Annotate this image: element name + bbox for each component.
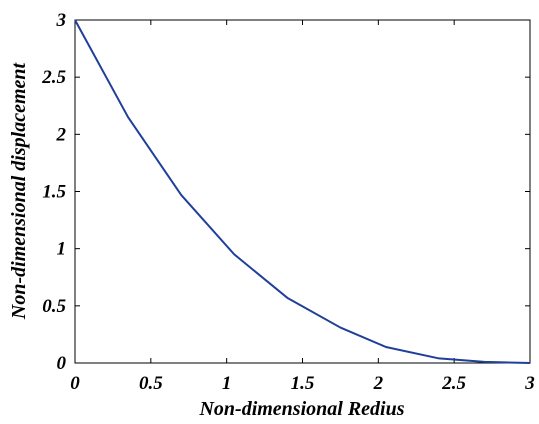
x-tick-label: 3 [524,373,535,394]
x-axis-label: Non-dimensional Redius [198,398,404,420]
x-tick-label: 1.5 [291,373,315,394]
y-tick-label: 2.5 [41,67,66,88]
x-tick-labels: 0 0.5 1 1.5 2 2.5 3 [70,373,535,394]
y-tick-label: 0 [57,353,67,374]
x-tick-label: 0 [70,373,80,394]
y-tick-label: 2 [56,124,67,145]
y-tick-labels: 0 0.5 1 1.5 2 2.5 3 [41,10,66,374]
x-tick-label: 0.5 [139,373,163,394]
y-axis-label: Non-dimensional displacement [8,61,30,320]
series-layer [74,19,531,364]
y-tick-label: 1 [57,239,67,260]
x-tick-label: 2.5 [441,373,466,394]
x-tick-label: 2 [373,373,384,394]
axis-ticks [74,19,531,364]
y-tick-label: 3 [56,10,67,31]
plot-area [74,19,531,364]
series-line [74,19,531,364]
x-tick-label: 1 [222,373,232,394]
y-tick-label: 0.5 [42,296,66,317]
y-tick-label: 1.5 [42,182,66,203]
